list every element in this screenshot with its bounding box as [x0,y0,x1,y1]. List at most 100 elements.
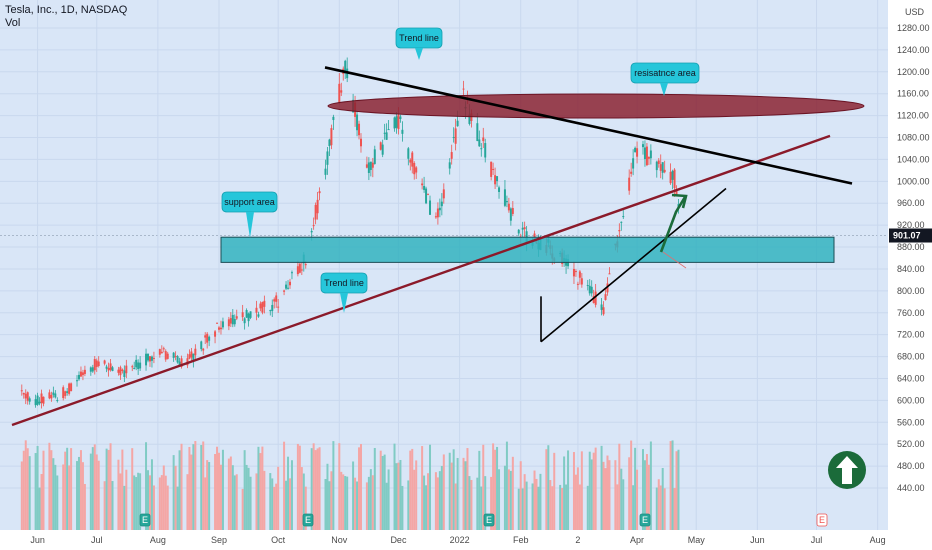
volume-bar [537,486,540,530]
volume-bar [531,483,534,530]
volume-bar [628,457,631,530]
candle-body [385,132,388,140]
earnings-marker: E [302,513,314,527]
candle-body [318,191,321,194]
candle-body [580,278,583,285]
volume-bar [478,450,481,530]
volume-bar [247,467,250,530]
volume-bar [40,474,43,530]
x-tick-label: Jun [30,535,45,545]
x-tick-label: Jun [750,535,765,545]
volume-bar [269,473,272,530]
volume-bar [415,460,418,530]
volume-bar [125,469,128,530]
candle-body [602,307,605,315]
x-tick-label: 2 [575,535,580,545]
callout: resisatnce area [630,62,700,96]
volume-bar [48,442,51,530]
candle-body [379,142,382,150]
candle-body [358,123,361,136]
volume-bar [442,454,445,530]
y-tick-label: 440.00 [897,483,925,493]
symbol-title: Tesla, Inc., 1D, NASDAQ [5,4,128,16]
earnings-marker-box [816,513,828,527]
candle-body [83,369,86,374]
trend-lines [11,66,853,427]
volume-bar [202,441,205,530]
volume-bar [178,450,181,530]
volume-bar [235,474,238,530]
candle-body [673,169,676,189]
volume-bar [608,460,611,530]
earnings-marker: E [139,513,151,527]
volume-bar [42,450,45,530]
volume-bar [383,454,386,530]
candle-body [257,314,260,317]
volume-bar [83,483,86,530]
candle-body [371,162,374,168]
support-zone [220,236,835,263]
volume-bar [395,463,398,530]
volume-bar [97,460,100,530]
volume-bar [505,441,508,530]
volume-bar [326,463,329,530]
volume-bar [482,444,485,530]
volume-bar [135,477,138,530]
volume-bar [381,455,384,530]
candle-body [332,116,335,121]
candle-body [287,287,290,289]
candle-body [344,60,347,74]
candle-body [62,387,65,399]
y-tick-label: 1080.00 [897,133,930,143]
candle-body [133,367,136,369]
volume-bar [620,468,623,530]
volume-bar [188,446,191,530]
volume-bar [219,464,222,530]
candle-body [206,333,209,343]
candle-body [314,204,317,220]
volume-bar [574,474,577,530]
earnings-marker-box [483,513,495,527]
volume-bar [356,481,359,530]
volume-bar [645,454,648,530]
candle-body [411,152,414,167]
candle-body [300,269,303,271]
x-tick-label: Aug [870,535,886,545]
candle-body [22,392,25,395]
volume-bar [34,453,37,530]
volume-bar [358,447,361,530]
volume-bar [285,480,288,530]
volume-bar [145,442,148,530]
candle-body [578,271,581,278]
candle-body [227,319,230,327]
x-tick-label: Oct [271,535,286,545]
candle-body [588,285,591,294]
candle-body [399,116,402,120]
volume-bar [257,446,260,530]
candle-body [190,351,193,358]
candle-body [283,290,286,292]
candle-body [42,396,45,404]
candle-body [233,318,236,325]
volume-bar [565,484,568,530]
candle-body [164,351,167,360]
candle-body [105,366,108,369]
candle-body [97,361,100,366]
volume-bar [671,440,674,530]
volume-bar [172,455,175,530]
callout-label: Trend line [399,33,439,43]
volume-bar [22,450,25,530]
callout-pointer [660,83,668,96]
volume-bar [545,449,548,530]
volume-bar [166,485,169,530]
candle-body [285,284,288,289]
candle-body [328,139,331,146]
volume-label: Vol [5,17,21,29]
volume-bar [563,456,566,530]
volume-bar [76,461,79,530]
volume-bar [379,450,382,530]
volume-bar [567,450,570,530]
volume-bar [273,486,276,530]
x-tick-label: 2022 [450,535,470,545]
